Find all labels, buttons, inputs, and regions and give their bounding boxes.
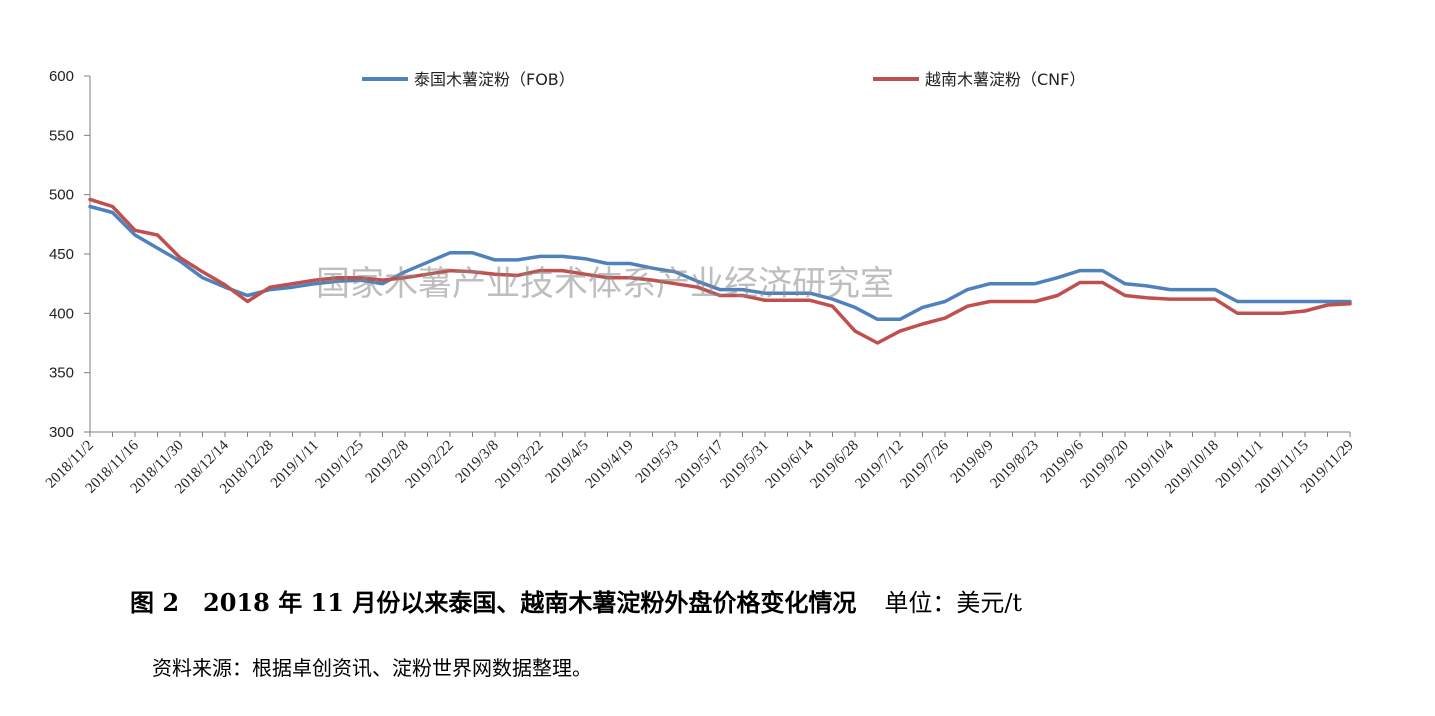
x-tick-label: 2019/1/25 [312, 438, 366, 492]
figure-caption: 图 2 2018 年 11 月份以来泰国、越南木薯淀粉外盘价格变化情况 单位：美元… [130, 583, 1022, 618]
y-tick-label: 500 [49, 187, 74, 204]
legend-label-1: 泰国木薯淀粉（FOB） [414, 70, 575, 89]
series-line-1 [88, 204, 1352, 322]
caption-unit: 单位：美元/t [884, 589, 1023, 617]
y-tick-label: 300 [49, 424, 74, 441]
x-tick-label: 2019/1/11 [268, 438, 322, 492]
legend-label-2: 越南木薯淀粉（CNF） [925, 70, 1085, 89]
x-tick-label: 2019/5/31 [717, 438, 771, 492]
y-tick-label: 350 [49, 365, 74, 382]
x-axis: 2018/11/22018/11/162018/11/302018/12/142… [43, 431, 1357, 497]
x-tick-label: 2019/9/20 [1077, 438, 1131, 492]
source-note: 资料来源：根据卓创资讯、淀粉世界网数据整理。 [152, 656, 592, 680]
x-tick-label: 2019/3/22 [492, 438, 546, 492]
y-tick-label: 600 [49, 68, 74, 85]
x-tick-label: 2019/7/12 [852, 438, 906, 492]
x-tick-label: 2019/8/23 [987, 438, 1041, 492]
series-lines [88, 197, 1352, 345]
y-tick-label: 550 [49, 127, 74, 144]
x-tick-label: 2019/7/26 [897, 437, 952, 492]
line-chart: 300 350 400 450 500 550 600 2018/11/22018/11/1… [43, 68, 1357, 497]
x-tick-label: 2019/2/22 [402, 438, 456, 492]
x-tick-label: 2019/4/19 [582, 438, 636, 492]
y-tick-label: 400 [49, 305, 74, 322]
x-tick-label: 2019/6/28 [807, 438, 861, 492]
y-axis: 300 350 400 450 500 550 600 [49, 68, 91, 441]
x-tick-label: 2019/5/17 [672, 437, 727, 492]
series-line-2 [88, 197, 1352, 345]
x-tick-label: 2019/6/14 [762, 437, 817, 492]
legend: 泰国木薯淀粉（FOB） 越南木薯淀粉（CNF） [362, 70, 1085, 89]
y-tick-label: 450 [49, 246, 74, 263]
caption-title: 图 2 2018 年 11 月份以来泰国、越南木薯淀粉外盘价格变化情况 [130, 588, 857, 617]
watermark-text: 国家木薯产业技术体系产业经济研究室 [316, 264, 894, 304]
